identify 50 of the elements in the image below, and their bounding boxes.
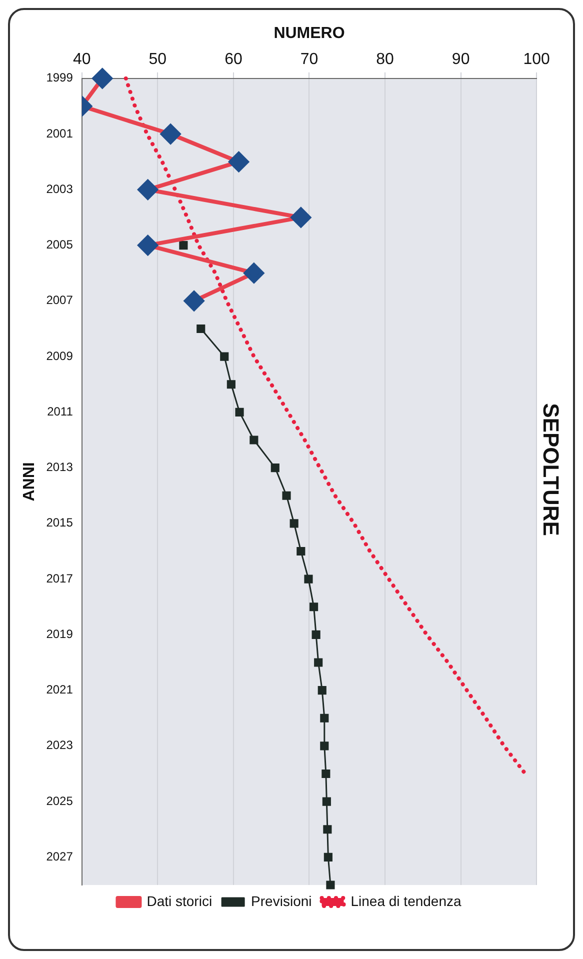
point [320,742,329,750]
point [282,491,291,500]
point [250,436,258,444]
point [314,658,323,667]
x-tick-label: 60 [224,51,242,68]
point [320,714,329,722]
point [296,546,306,556]
x-tick-label: 40 [72,51,91,68]
y-tick-label: 2013 [46,460,74,474]
point [220,352,229,361]
point [310,602,318,612]
x-tick-label: 90 [452,51,470,68]
y-tick-label: 2007 [46,293,74,308]
point [318,686,326,695]
point [270,464,280,472]
y-tick-label: 2003 [46,182,74,196]
legend-label: Linea di tendenza [350,892,462,909]
point [290,519,298,528]
y-tick-label: 2001 [46,126,74,140]
point [235,408,244,416]
point [324,852,332,862]
x-tick-label: 50 [148,51,167,68]
y-axis-title: ANNI [21,462,38,502]
y-tick-label: 2027 [46,850,74,864]
point [226,380,236,389]
legend-label: Dati storici [146,892,212,909]
y-tick-label: 2025 [46,794,74,808]
point [322,769,330,778]
y-tick-label: 2009 [46,348,74,363]
y-tick-label: 1999 [46,70,74,85]
point [304,574,313,584]
y-tick-label: 2011 [47,404,74,418]
point [312,630,320,639]
x-axis-title: NUMERO [274,25,345,42]
point [196,324,206,334]
x-tick-label: 80 [376,51,394,68]
text: SEPOLTURE [538,403,564,536]
x-tick-label: 100 [523,51,550,68]
y-tick-label: 2021 [46,682,74,697]
point [179,240,188,250]
y-tick-label: 2017 [46,571,74,586]
point [322,797,331,806]
y-tick-label: 2015 [46,516,74,530]
x-tick-label: 70 [300,51,318,68]
y-tick-label: 2019 [46,626,74,641]
legend-label: Previsioni [251,892,312,909]
point [323,825,332,834]
y-tick-label: 2023 [46,738,74,752]
y-tick-label: 2005 [46,238,74,252]
point [326,880,335,890]
